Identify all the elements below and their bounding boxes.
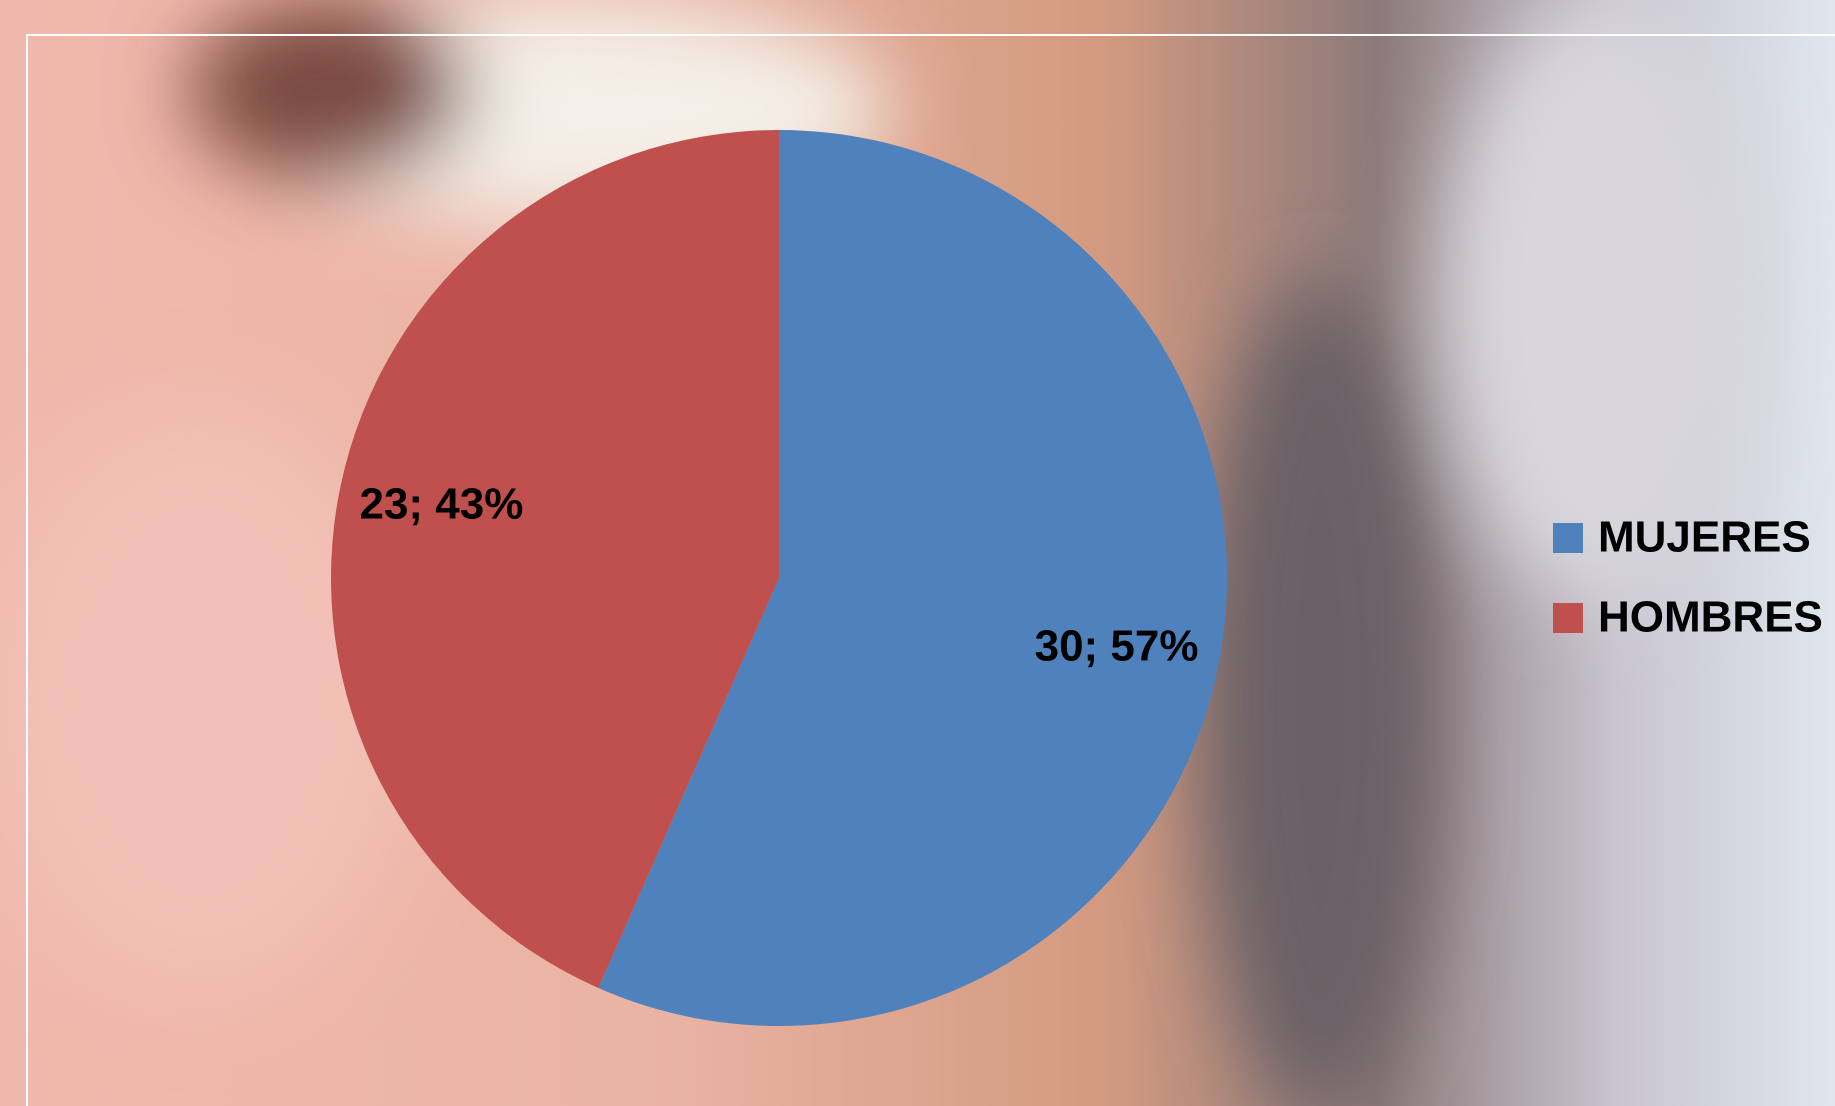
legend-label: MUJERES bbox=[1598, 513, 1811, 562]
chart: 30; 57% 23; 43% MUJERES HOMBRES bbox=[0, 0, 1835, 1106]
legend-label: HOMBRES bbox=[1598, 593, 1823, 642]
data-label: 30; 57% bbox=[1035, 622, 1199, 671]
legend-swatch bbox=[1553, 523, 1583, 553]
legend-swatch bbox=[1553, 603, 1583, 633]
page: 30; 57%23; 43%MUJERESHOMBRES (() => { co… bbox=[0, 0, 1835, 1106]
data-label: 23; 43% bbox=[359, 480, 523, 529]
